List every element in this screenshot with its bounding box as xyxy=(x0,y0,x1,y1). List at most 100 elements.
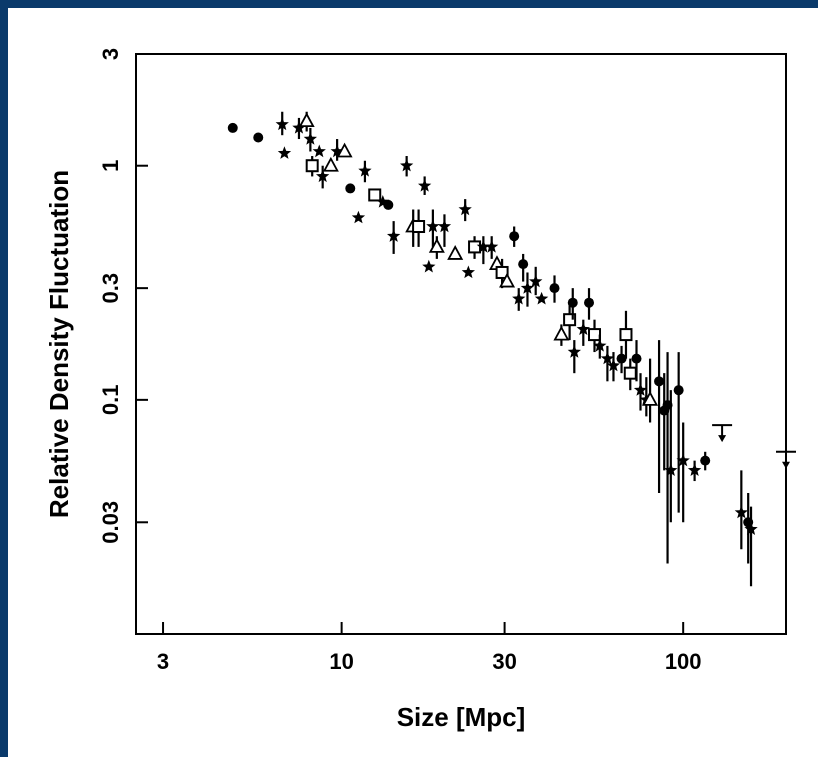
data-point-9 xyxy=(316,165,330,189)
point-marker xyxy=(330,144,344,158)
point-marker xyxy=(400,158,414,172)
point-marker xyxy=(336,142,353,158)
data-point-51 xyxy=(593,334,607,359)
data-point-32 xyxy=(476,236,490,265)
data-point-64 xyxy=(664,390,678,523)
x-tick-label-3: 100 xyxy=(665,649,702,674)
point-marker xyxy=(292,120,306,134)
point-marker xyxy=(458,202,472,216)
point-marker xyxy=(387,229,401,242)
y-axis-ticks: 3 1 0.3 0.1 0.03 xyxy=(98,48,148,544)
point-marker xyxy=(549,283,560,294)
point-marker xyxy=(584,297,595,308)
data-point-37 xyxy=(509,226,520,247)
data-point-3 xyxy=(277,146,292,159)
data-point-56 xyxy=(623,358,637,391)
point-marker xyxy=(616,353,627,364)
y-tick-label-1: 1 xyxy=(98,160,123,172)
data-point-66 xyxy=(676,422,690,523)
point-marker xyxy=(588,328,602,342)
data-point-27 xyxy=(437,214,452,247)
x-tick-label-2: 30 xyxy=(492,649,516,674)
point-marker xyxy=(567,297,578,308)
scatter-plot: 3 10 30 100 3 1 0.3 0.1 0.03 Size [Mpc] Relativ… xyxy=(44,48,796,732)
data-point-7 xyxy=(305,156,319,177)
data-point-10 xyxy=(322,156,339,172)
data-point-33 xyxy=(485,236,499,259)
data-point-1 xyxy=(253,132,264,143)
data-point-28 xyxy=(447,245,464,260)
data-point-42 xyxy=(534,291,549,305)
data-point-36 xyxy=(499,272,516,288)
data-point-15 xyxy=(358,160,372,183)
y-axis-title: Relative Density Fluctuation xyxy=(44,170,74,518)
x-tick-label-0: 3 xyxy=(157,649,169,674)
point-marker xyxy=(426,219,440,233)
point-marker xyxy=(633,383,648,396)
data-point-71 xyxy=(744,506,758,587)
y-tick-label-0: 3 xyxy=(98,48,123,60)
data-point-40 xyxy=(520,272,535,307)
data-point-68 xyxy=(700,451,711,471)
data-point-44 xyxy=(553,324,570,346)
data-point-45 xyxy=(563,302,577,341)
point-marker xyxy=(316,169,330,183)
point-marker xyxy=(642,390,659,406)
point-marker xyxy=(700,455,711,466)
point-marker xyxy=(534,291,549,305)
data-point-60 xyxy=(642,358,659,423)
point-marker xyxy=(422,259,436,273)
data-point-6 xyxy=(303,127,317,152)
data-point-25 xyxy=(426,209,440,247)
point-marker xyxy=(676,453,690,467)
data-point-49 xyxy=(584,288,595,320)
point-marker xyxy=(619,328,633,342)
data-point-67 xyxy=(687,460,702,482)
point-marker xyxy=(600,351,615,365)
upper-limit-marks xyxy=(712,424,796,469)
data-point-61 xyxy=(654,340,665,494)
point-marker xyxy=(734,505,748,519)
data-point-5 xyxy=(298,111,315,132)
point-marker xyxy=(383,199,394,210)
data-point-24 xyxy=(422,259,436,273)
data-point-29 xyxy=(458,199,472,222)
point-marker xyxy=(418,178,432,192)
data-point-55 xyxy=(619,310,633,359)
point-marker xyxy=(520,281,535,294)
data-point-17 xyxy=(376,195,390,208)
data-point-8 xyxy=(312,144,326,158)
data-points xyxy=(227,111,758,587)
point-marker xyxy=(744,522,758,535)
data-point-41 xyxy=(529,266,543,296)
point-marker xyxy=(461,265,475,279)
point-marker xyxy=(518,259,529,270)
point-marker xyxy=(253,132,264,143)
data-point-12 xyxy=(336,142,353,158)
point-marker xyxy=(345,183,356,194)
data-point-47 xyxy=(567,340,581,374)
point-marker xyxy=(303,132,317,145)
point-marker xyxy=(275,117,289,131)
y-tick-label-4: 0.03 xyxy=(98,501,123,544)
point-marker xyxy=(298,112,315,128)
point-marker xyxy=(305,159,319,173)
point-marker xyxy=(606,358,621,372)
point-marker xyxy=(495,265,509,279)
point-marker xyxy=(664,463,678,476)
data-point-53 xyxy=(606,352,621,382)
data-point-31 xyxy=(468,236,482,259)
data-point-22 xyxy=(412,209,426,247)
data-point-0 xyxy=(227,122,238,133)
point-marker xyxy=(351,210,366,224)
point-marker xyxy=(512,291,526,305)
point-marker xyxy=(437,219,452,233)
point-marker xyxy=(654,376,665,387)
point-marker xyxy=(509,231,520,242)
point-marker xyxy=(476,239,490,253)
plot-area-border xyxy=(135,53,787,635)
data-point-57 xyxy=(631,340,642,382)
point-marker xyxy=(428,238,445,253)
point-marker xyxy=(687,463,702,476)
data-point-16 xyxy=(368,188,382,202)
